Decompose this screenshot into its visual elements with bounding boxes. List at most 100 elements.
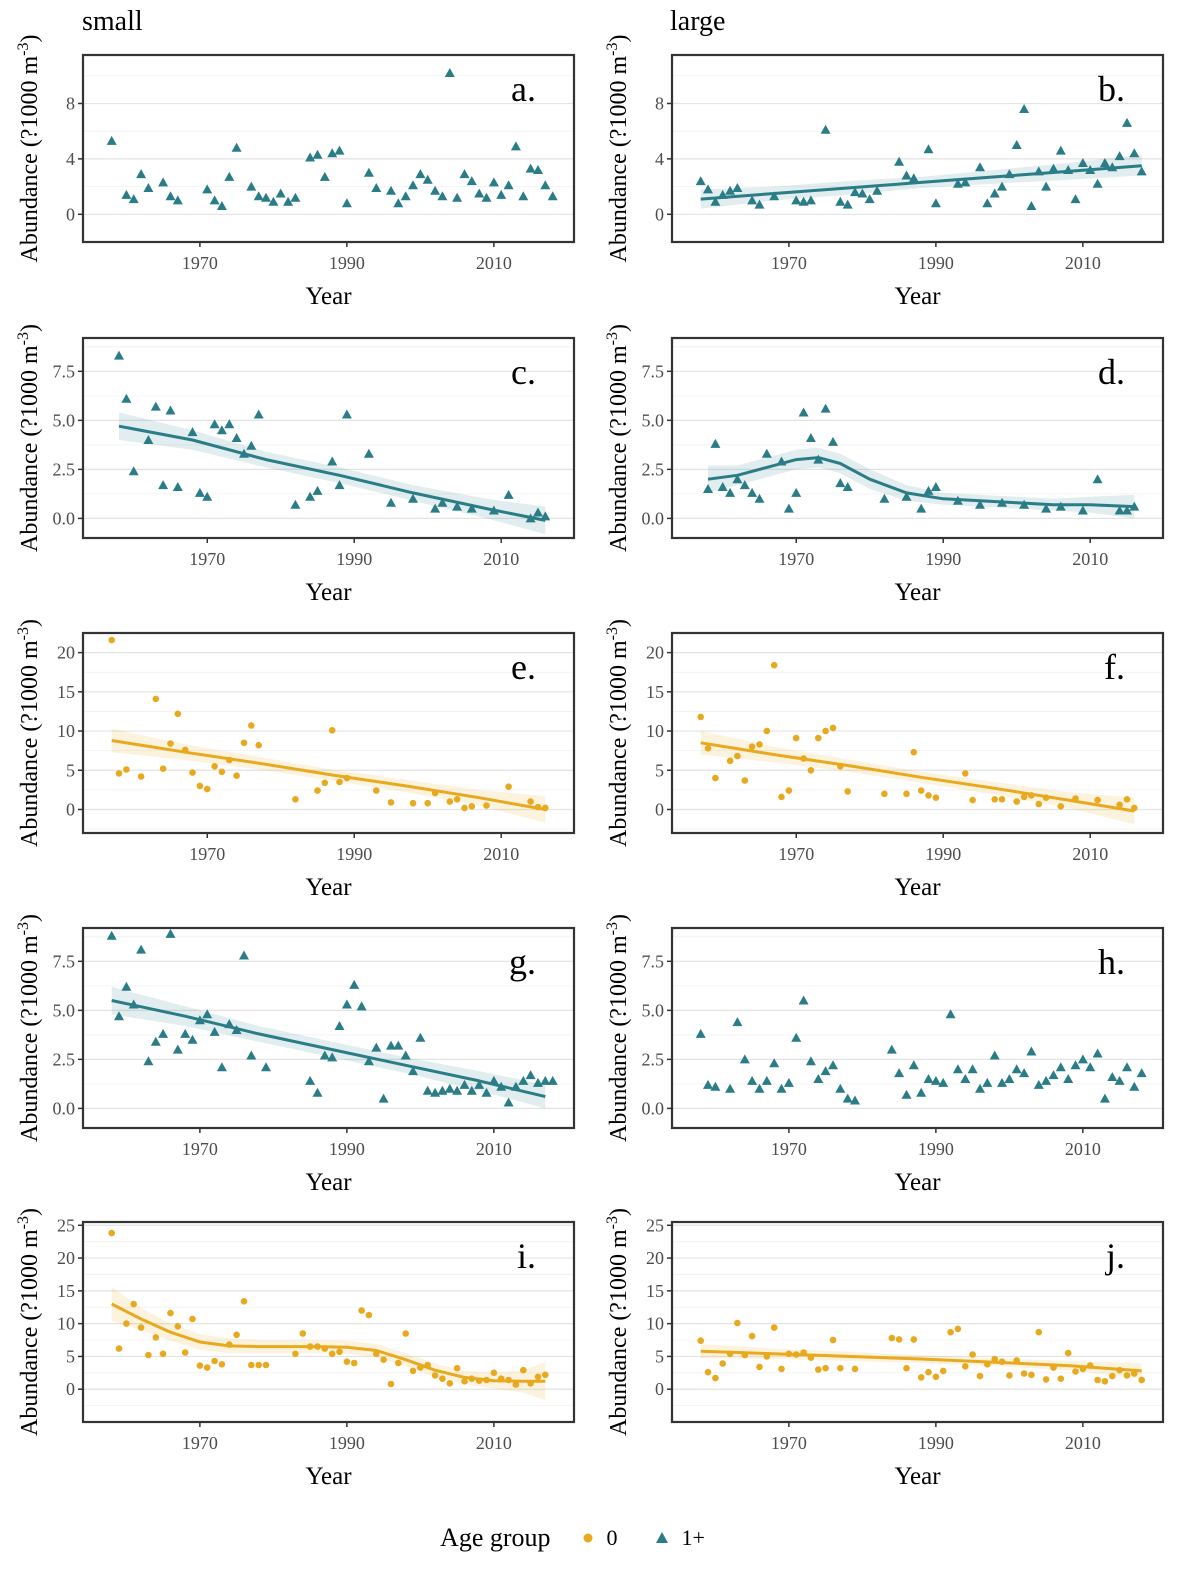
y-axis-title: Abundance (?1000 m-3) [604,324,632,552]
data-point [770,661,778,669]
data-point [350,1359,358,1367]
y-axis-title: Abundance (?1000 m-3) [15,619,43,847]
data-point [452,501,463,511]
data-point [1107,162,1118,172]
x-axis-title: Year [305,1169,352,1196]
y-tick-label: 4 [66,149,75,169]
data-point [1057,803,1065,810]
data-point [1020,1370,1028,1377]
data-point [741,777,749,784]
data-point [321,779,329,787]
x-tick-label: 2010 [476,1433,512,1453]
data-point [336,1348,343,1356]
data-point [998,1358,1006,1365]
x-tick-label: 2010 [483,549,519,569]
data-point [356,1001,367,1011]
panel-f: 0 5 10 15 20 1970 1990 2010 Year Abundance (?1000… [604,619,1165,901]
data-point [459,1079,470,1089]
data-point [932,1373,940,1381]
data-point [1092,178,1103,188]
data-point [533,507,543,517]
data-point [969,1351,976,1358]
data-point [1033,1079,1044,1089]
data-point [137,773,145,780]
data-point [908,173,919,183]
data-point [864,194,875,204]
data-point [358,1307,365,1314]
data-point [1072,1368,1079,1375]
data-point [835,1083,846,1093]
y-axis-title: Abundance (?1000 m-3) [15,324,43,552]
data-point [710,196,721,206]
data-point [534,1373,542,1381]
data-point [240,1298,248,1305]
data-point [202,184,213,194]
x-tick-label: 1970 [778,844,814,864]
data-point [461,1378,468,1385]
data-point [975,162,985,172]
data-point [430,1087,441,1097]
data-point [783,503,794,513]
data-point [224,1019,235,1029]
data-point [815,734,822,742]
data-point [807,1354,815,1361]
data-point [211,1357,218,1365]
data-point [1013,1357,1020,1364]
data-point [106,930,117,940]
data-point [128,194,139,204]
data-point [319,1050,330,1060]
y-tick-label: 7.5 [642,951,665,971]
data-point [503,1097,514,1107]
data-point [187,427,198,437]
x-axis-title: Year [305,579,352,606]
data-point [828,436,838,446]
data-point [505,783,512,790]
y-tick-label: 15 [57,682,75,702]
data-point [976,1372,984,1380]
y-tick-label: 0 [66,1379,75,1399]
data-point [216,201,227,210]
confidence-band [708,447,1135,519]
data-point [187,1034,198,1044]
data-point [136,944,147,954]
x-axis-title: Year [894,1169,941,1196]
data-point [1055,1062,1066,1072]
data-point [805,195,816,205]
data-point [275,188,286,198]
data-point [231,1025,242,1034]
data-point [172,1044,183,1054]
data-point [128,466,139,476]
data-point [769,191,780,201]
x-axis-title: Year [894,874,941,901]
y-tick-label: 20 [57,643,75,663]
data-point [761,1075,772,1085]
data-point [872,185,883,195]
data-point [255,741,262,749]
data-point [386,497,396,507]
data-point [998,796,1006,803]
data-point [960,177,971,187]
data-point [209,195,220,205]
data-point [395,1359,402,1367]
data-point [894,1068,905,1078]
y-axis-title: Abundance (?1000 m-3) [604,914,632,1142]
y-tick-label: 0.0 [642,508,665,528]
data-point [1055,145,1066,155]
x-tick-label: 2010 [1072,844,1108,864]
data-point [822,1364,829,1372]
y-tick-label: 7.5 [642,361,665,381]
panel-border [81,336,576,540]
data-point [837,763,844,770]
data-point [778,793,785,801]
data-point [226,756,233,764]
panel-border [670,336,1165,540]
data-point [152,695,160,703]
data-point [754,199,765,209]
data-point [174,710,182,718]
data-point [903,1364,910,1372]
data-point [1072,795,1079,802]
data-point [925,1368,932,1376]
data-point [540,1075,551,1085]
data-point [945,1009,956,1019]
y-tick-label: 0.0 [53,1098,76,1118]
